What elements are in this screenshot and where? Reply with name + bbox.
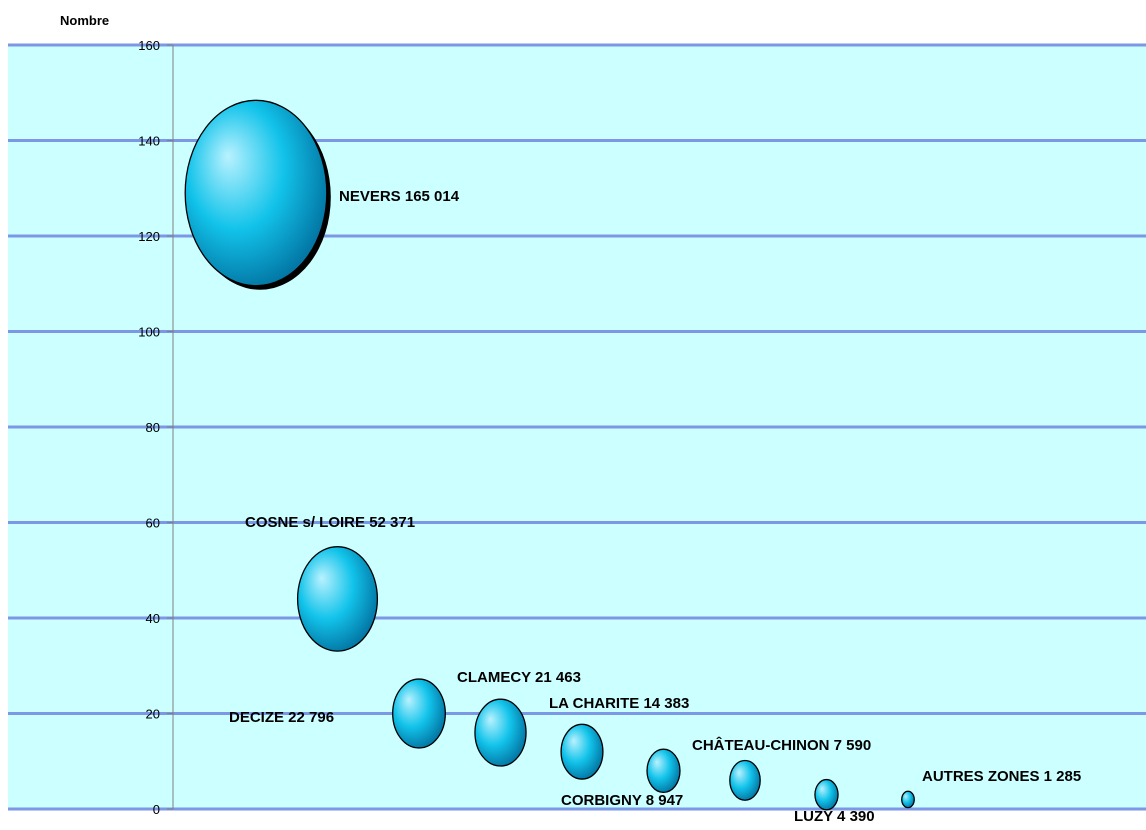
bubble <box>392 678 446 749</box>
bubble-label: CORBIGNY 8 947 <box>561 792 683 809</box>
bubble <box>560 723 604 780</box>
bubble-label: COSNE s/ LOIRE 52 371 <box>245 514 415 531</box>
y-axis-ticks: 0 20 40 60 80 100 120 140 160 <box>138 38 173 817</box>
bubble <box>901 790 915 809</box>
bubble <box>474 698 527 767</box>
bubble-label: DECIZE 22 796 <box>229 709 334 726</box>
y-tick-label: 100 <box>138 325 160 340</box>
bubble <box>646 748 681 794</box>
bubble-label: CLAMECY 21 463 <box>457 669 581 686</box>
bubble <box>184 99 328 287</box>
y-tick-label: 60 <box>146 516 160 531</box>
y-axis-title: Nombre <box>60 13 109 28</box>
bubble <box>296 546 379 652</box>
bubble-label: NEVERS 165 014 <box>339 188 460 205</box>
bubble-label: LA CHARITE 14 383 <box>549 695 689 712</box>
y-tick-label: 20 <box>146 707 160 722</box>
bubble-label: CHÂTEAU-CHINON 7 590 <box>692 736 871 754</box>
bubble-label: LUZY 4 390 <box>794 808 875 825</box>
y-tick-label: 140 <box>138 134 160 149</box>
y-tick-label: 40 <box>146 611 160 626</box>
bubble-labels: NEVERS 165 014 COSNE s/ LOIRE 52 371 DECIZ… <box>229 188 1081 825</box>
y-tick-label: 80 <box>146 420 160 435</box>
y-tick-label: 160 <box>138 38 160 53</box>
bubble-label: AUTRES ZONES 1 285 <box>922 768 1081 785</box>
bubble <box>814 778 839 811</box>
bubble <box>729 759 761 801</box>
y-tick-label: 0 <box>153 802 160 817</box>
bubbles <box>184 99 915 811</box>
y-tick-label: 120 <box>138 229 160 244</box>
